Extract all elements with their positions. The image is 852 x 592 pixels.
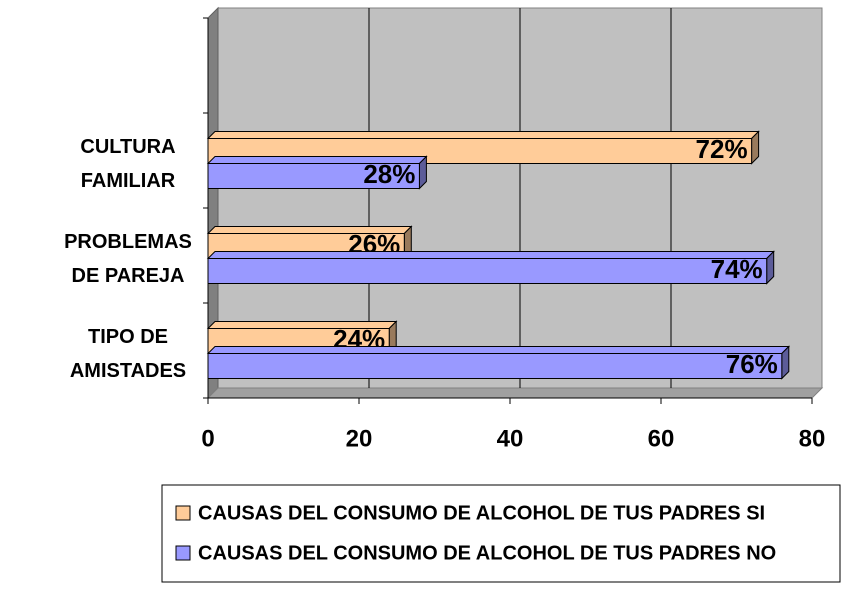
legend-label: CAUSAS DEL CONSUMO DE ALCOHOL DE TUS PAD… bbox=[198, 502, 765, 524]
y-tick-label: PROBLEMAS DE PAREJA bbox=[64, 230, 192, 287]
bar-top bbox=[206, 131, 760, 139]
data-label: 28% bbox=[363, 159, 415, 189]
legend bbox=[161, 484, 841, 583]
legend-label: CAUSAS DEL CONSUMO DE ALCOHOL DE TUS PAD… bbox=[198, 542, 776, 564]
bar bbox=[207, 258, 768, 284]
floor bbox=[206, 387, 824, 399]
y-tick-label: CULTURA FAMILIAR bbox=[80, 135, 176, 192]
bar-top bbox=[206, 346, 791, 354]
bar bbox=[207, 163, 420, 189]
y-tick-label: TIPO DE AMISTADES bbox=[69, 325, 187, 382]
bar bbox=[207, 353, 783, 379]
x-tick-label: 80 bbox=[799, 425, 826, 452]
x-tick-label: 20 bbox=[346, 425, 373, 452]
x-tick-label: 40 bbox=[497, 425, 524, 452]
data-label: 72% bbox=[696, 134, 748, 164]
legend-swatch bbox=[175, 505, 191, 521]
data-label: 76% bbox=[726, 349, 778, 379]
legend-swatch bbox=[175, 545, 191, 561]
data-label: 74% bbox=[711, 254, 763, 284]
bar-top bbox=[206, 251, 775, 259]
x-tick-label: 60 bbox=[648, 425, 675, 452]
x-tick-label: 0 bbox=[201, 425, 214, 452]
